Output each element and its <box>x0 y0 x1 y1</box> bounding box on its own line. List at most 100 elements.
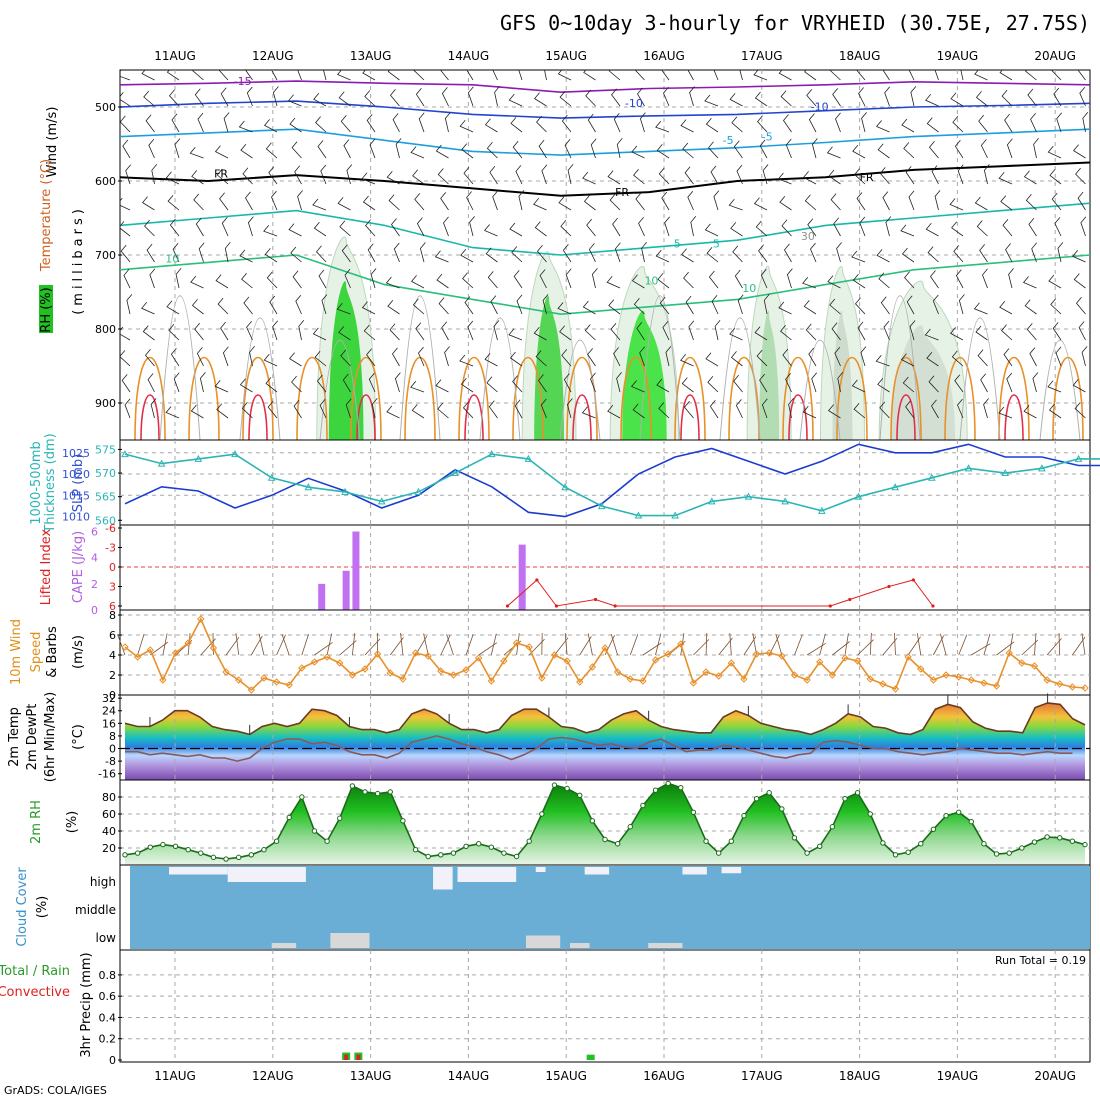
wind-barb <box>418 346 425 367</box>
wind-barb <box>1075 167 1086 185</box>
rh-line-point <box>614 841 621 847</box>
wind-barb <box>190 275 204 289</box>
wind-speed-line-point <box>411 649 420 657</box>
wind-barb <box>292 270 302 289</box>
isotherm-label: -10 <box>811 101 829 114</box>
wind-barb <box>634 70 645 81</box>
rh-line-point <box>918 841 924 847</box>
cape-bar <box>352 531 360 610</box>
rh-line-point <box>728 838 735 844</box>
wind-barb <box>998 172 1013 185</box>
rh-line-point <box>1044 834 1050 840</box>
wind-speed-line-point <box>133 653 142 661</box>
wind-barb <box>663 86 670 107</box>
stability-grid <box>120 525 1090 610</box>
wind-speed-line-point <box>740 675 748 683</box>
wind-barb <box>195 217 204 237</box>
wind-barb <box>683 271 694 289</box>
wind-barb <box>518 190 525 211</box>
rh-line-point <box>539 811 545 817</box>
isotherm-hot-line <box>464 394 484 440</box>
wind-barb <box>123 269 131 289</box>
wind-speed-line-point <box>247 686 256 694</box>
temperature-area <box>125 702 1085 780</box>
wind-barb <box>217 297 229 315</box>
thickness-line-point <box>524 454 533 462</box>
cape-bar <box>518 544 526 610</box>
wind-barb <box>882 70 890 81</box>
rh-contour <box>1039 339 1081 440</box>
wind-barb <box>636 322 645 341</box>
wind-barb <box>241 272 253 289</box>
wind-speed-line-point <box>538 674 546 682</box>
rh-line-point <box>564 785 570 792</box>
wind-barb <box>586 218 596 237</box>
wind-barb <box>567 164 574 185</box>
bottom-date-label: 17AUG <box>741 1069 783 1083</box>
wind-barb <box>120 350 131 367</box>
wind-barb <box>559 90 572 107</box>
ylabel-2m-temp: 2m Temp <box>7 707 22 767</box>
temp-line <box>124 702 1086 736</box>
wind-barb <box>1006 138 1013 159</box>
cape-bar <box>342 570 350 610</box>
wind-barb <box>508 328 523 341</box>
wind-barb <box>610 323 621 341</box>
wind-barb <box>975 91 988 107</box>
wind-barb <box>561 349 572 367</box>
wind-barb <box>394 372 401 393</box>
wind-barb <box>533 198 547 211</box>
rh-contour <box>239 317 281 440</box>
wind-speed-line-point <box>954 673 963 681</box>
rh-line-point <box>223 856 229 862</box>
wind-barb <box>757 115 768 133</box>
wind-barb <box>462 401 474 419</box>
wind-barb <box>1077 70 1086 81</box>
wind-barb <box>169 218 180 237</box>
wind-barb <box>218 70 229 81</box>
wind-barb <box>924 328 939 341</box>
wind-barb <box>900 353 915 367</box>
wind-barb <box>120 244 131 263</box>
wind-barb <box>385 276 400 289</box>
wind-barb <box>145 114 155 133</box>
y-tick-label: 0 <box>109 743 116 756</box>
surface-wind-barb <box>794 634 803 656</box>
wind-barb <box>346 164 353 185</box>
thickness-line-point <box>671 511 679 519</box>
wind-barb <box>342 373 351 393</box>
y-tick-label: 6 <box>109 629 116 642</box>
wind-barb <box>834 346 841 367</box>
wind-barb <box>510 117 523 133</box>
wind-speed-line-point <box>563 657 571 665</box>
slp-series <box>121 443 1100 519</box>
wind-barb <box>639 112 646 133</box>
wind-barb <box>492 190 499 211</box>
wind-barb <box>1006 372 1013 393</box>
thickness-line-point <box>891 483 900 491</box>
wind-barb <box>851 379 866 393</box>
y-tick-label: 800 <box>95 323 116 336</box>
wind-barb <box>268 166 278 185</box>
wind-barb <box>729 327 743 341</box>
wind-barb <box>909 320 916 341</box>
wind-barb <box>561 114 572 133</box>
wind-barb <box>365 219 376 237</box>
wind-barb <box>851 250 866 263</box>
wind-barb <box>165 171 180 185</box>
wind-barb <box>782 348 792 367</box>
isotherm-label: -5 <box>723 134 734 147</box>
wind-barb <box>122 139 131 159</box>
wind-barbs <box>120 70 1089 419</box>
wind-speed-line-point <box>361 665 369 673</box>
wind-barb <box>1031 242 1038 263</box>
wind-barb <box>804 194 817 211</box>
rh-line-point <box>147 844 153 850</box>
isotherm-label: -10 <box>625 97 643 110</box>
rh-line-point <box>968 818 975 825</box>
wind-barb <box>777 172 792 185</box>
wind-barb <box>1023 405 1037 419</box>
wind-barb <box>664 216 671 237</box>
wind-barb <box>780 324 792 341</box>
wind-barb <box>753 70 768 81</box>
